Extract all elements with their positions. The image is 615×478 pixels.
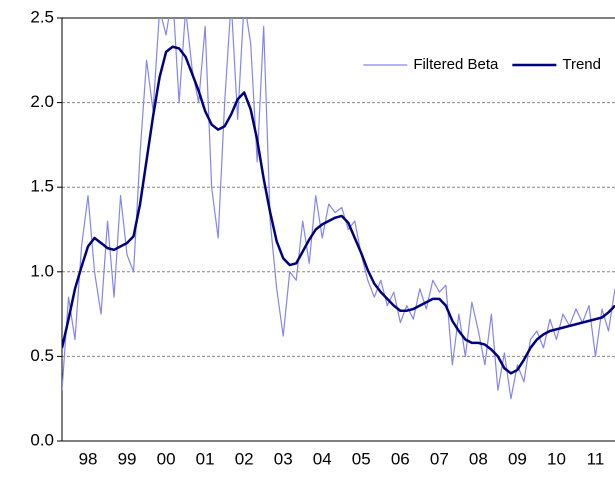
y-tick-label: 0.5 — [30, 346, 54, 365]
y-tick-label: 0.0 — [30, 430, 54, 449]
x-tick-label: 06 — [391, 449, 410, 468]
x-tick-label: 02 — [235, 449, 254, 468]
x-tick-label: 04 — [313, 449, 332, 468]
legend-label: Trend — [562, 56, 601, 73]
x-tick-label: 11 — [587, 449, 605, 468]
x-tick-label: 99 — [118, 449, 137, 468]
x-tick-label: 00 — [157, 449, 176, 468]
y-tick-label: 1.5 — [30, 177, 54, 196]
x-tick-label: 09 — [508, 449, 527, 468]
x-tick-label: 98 — [79, 449, 98, 468]
y-tick-label: 2.5 — [30, 7, 54, 26]
x-tick-label: 01 — [196, 449, 215, 468]
legend-label: Filtered Beta — [413, 56, 499, 73]
x-tick-label: 07 — [430, 449, 449, 468]
series-line — [62, 18, 615, 400]
plot-area — [62, 18, 615, 400]
x-tick-label: 10 — [547, 449, 566, 468]
series-line — [62, 45, 615, 375]
x-tick-label: 03 — [274, 449, 293, 468]
y-tick-label: 2.0 — [30, 92, 54, 111]
y-tick-label: 1.0 — [30, 261, 54, 280]
x-tick-label: 08 — [469, 449, 488, 468]
x-tick-label: 05 — [352, 449, 371, 468]
